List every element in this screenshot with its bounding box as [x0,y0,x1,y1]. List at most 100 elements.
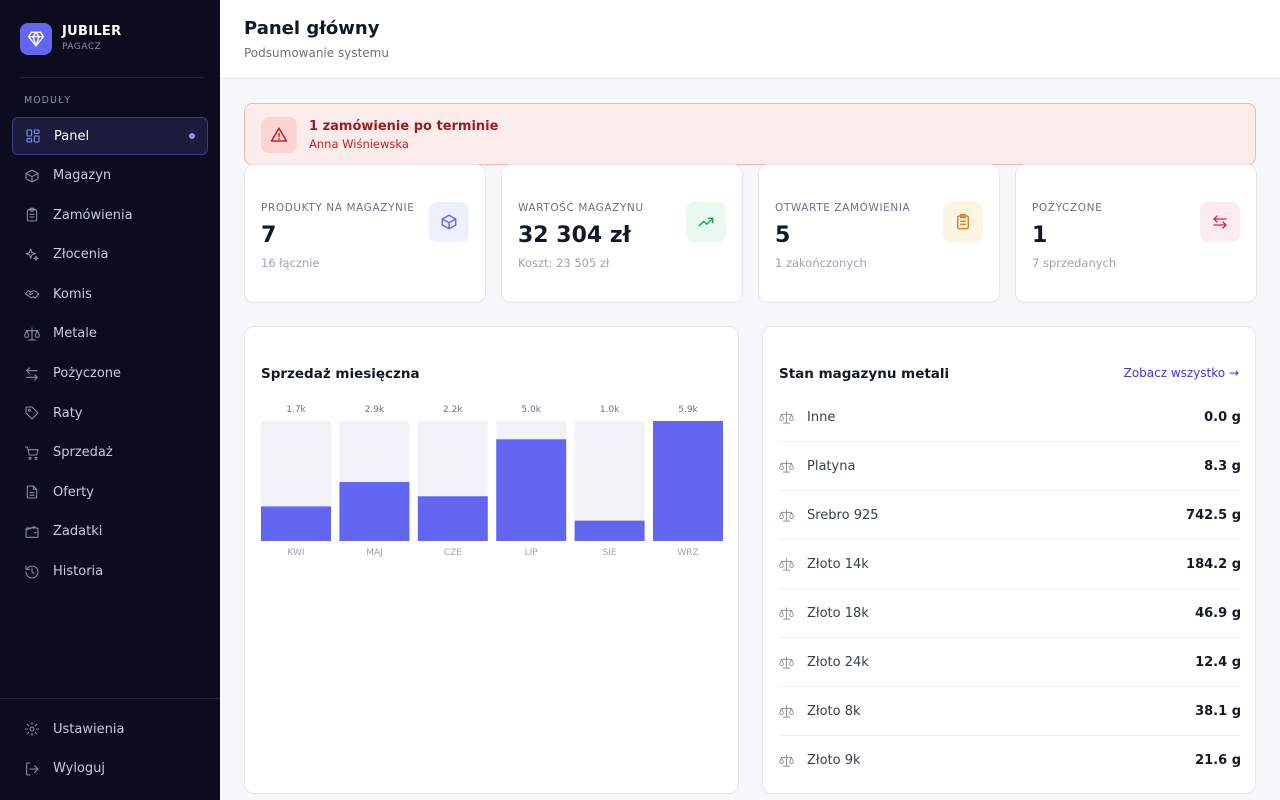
scale-icon [779,655,794,669]
logout-icon [26,762,39,776]
metal-row[interactable]: Platyna 8.3 g [779,442,1241,491]
metal-weight: 742.5 g [1186,507,1241,523]
sidebar-item-komis[interactable]: Komis [12,275,208,313]
sidebar-item-label: Pożyczone [53,366,122,382]
clipboard-list-icon [943,202,983,242]
metal-weight: 8.3 g [1204,458,1241,474]
metal-name: Złoto 24k [807,654,869,670]
stat-card-value[interactable]: WARTOŚĆ MAGAZYNU 32 304 zł Koszt: 23 505… [501,164,743,303]
metal-name: Złoto 9k [807,753,861,768]
sidebar-item-raty[interactable]: Raty [12,394,208,432]
scale-icon [779,508,794,522]
sales-chart: 1.7k KWI 2.9k MAJ 2.2k CZE 5.0k LIP 1.0k SIE 5.9k W… [261,405,723,558]
bar-maj[interactable] [339,482,410,541]
trending-up-icon [686,202,726,242]
stat-sub: 7 sprzedanych [1032,256,1117,270]
stat-value: 1 [1032,223,1048,248]
metal-name: Złoto 8k [807,703,861,719]
page-subtitle: Podsumowanie systemu [244,46,389,60]
metal-name: Srebro 925 [807,507,879,523]
sparkles-icon [25,248,39,261]
sidebar-item-panel[interactable]: Panel [12,117,208,155]
sidebar-item-zadatki[interactable]: Zadatki [12,513,208,551]
metal-weight: 0.0 g [1204,409,1241,425]
alert-title: 1 zamówienie po terminie [309,119,499,134]
metal-row[interactable]: Złoto 14k 184.2 g [779,540,1241,589]
stat-card-open-orders[interactable]: OTWARTE ZAMÓWIENIA 5 1 zakończonych [758,164,1000,303]
sidebar-item-oferty[interactable]: Oferty [12,473,208,511]
brand-name: JUBILER [62,24,122,39]
bar-lip[interactable] [496,439,567,541]
metal-weight: 12.4 g [1195,654,1241,670]
handshake-icon [24,290,40,299]
metal-row[interactable]: Złoto 8k 38.1 g [779,687,1241,736]
scale-icon [779,704,794,718]
history-icon [25,564,39,579]
metal-weight: 21.6 g [1195,753,1241,768]
bar-value-label: 2.9k [365,405,385,415]
bar-wrz[interactable] [653,421,723,541]
clipboard-icon [26,207,38,222]
metal-row[interactable]: Złoto 18k 46.9 g [779,589,1241,638]
sidebar-item-label: Metale [53,326,97,342]
metals-panel: Stan magazynu metali Zobacz wszystko → I… [762,326,1256,794]
brand[interactable]: JUBILER PAGACZ [20,23,121,55]
metal-weight: 46.9 g [1195,605,1241,621]
bar-value-label: 1.0k [600,405,620,415]
sidebar-item-sprzedaz[interactable]: Sprzedaż [12,434,208,472]
stat-sub: 1 zakończonych [775,256,867,270]
sidebar-item-pozyczone[interactable]: Pożyczone [12,355,208,393]
arrows-exchange-icon [26,367,38,381]
page-header: Panel główny Podsumowanie systemu [220,0,1280,79]
overdue-alert[interactable]: 1 zamówienie po terminie Anna Wiśniewska [244,103,1256,165]
bottom-nav: Ustawienia Wyloguj [12,710,208,789]
diamond-icon [20,23,52,55]
gear-icon [24,721,40,737]
warning-triangle-icon [261,117,297,153]
sidebar-item-label: Złocenia [53,247,109,263]
metal-name: Platyna [807,458,856,474]
stat-value: 32 304 zł [518,223,631,248]
wallet-icon [25,526,39,538]
metal-row[interactable]: Srebro 925 742.5 g [779,491,1241,540]
metal-name: Złoto 14k [807,556,869,572]
panel-title: Sprzedaż miesięczna [261,366,420,382]
metal-row[interactable]: Inne 0.0 g [779,393,1241,442]
scale-icon [779,557,794,571]
sidebar-item-label: Komis [53,286,92,302]
sidebar-item-magazyn[interactable]: Magazyn [12,157,208,195]
bar-kwi[interactable] [261,506,331,541]
metal-row[interactable]: Złoto 9k 21.6 g [779,736,1241,785]
scale-icon [779,459,794,473]
scale-icon [779,606,794,620]
sidebar-item-label: Ustawienia [53,721,125,737]
sidebar: JUBILER PAGACZ MODUŁY Panel Magazyn Zamó… [0,0,220,800]
sidebar-item-wyloguj[interactable]: Wyloguj [12,750,208,788]
stat-label: WARTOŚĆ MAGAZYNU [518,202,644,214]
stat-label: PRODUKTY NA MAGAZYNIE [261,202,415,214]
metal-name: Złoto 18k [807,605,869,621]
scale-icon [779,754,794,767]
stat-card-products[interactable]: PRODUKTY NA MAGAZYNIE 7 16 łącznie [244,164,486,303]
stat-label: OTWARTE ZAMÓWIENIA [775,202,911,214]
sidebar-item-ustawienia[interactable]: Ustawienia [12,710,208,748]
x-tick-label: SIE [603,548,617,558]
sidebar-item-zlocenia[interactable]: Złocenia [12,236,208,274]
see-all-link[interactable]: Zobacz wszystko → [1123,366,1239,380]
active-indicator [189,133,195,139]
stat-card-borrowed[interactable]: POŻYCZONE 1 7 sprzedanych [1015,164,1257,303]
bar-sie[interactable] [574,520,645,541]
stat-label: POŻYCZONE [1032,202,1103,214]
sidebar-item-label: Zamówienia [53,207,133,223]
metal-row[interactable]: Złoto 24k 12.4 g [779,638,1241,687]
sidebar-item-metale[interactable]: Metale [12,315,208,353]
stat-sub: Koszt: 23 505 zł [518,256,610,270]
bar-cze[interactable] [417,496,488,541]
cart-icon [24,446,39,460]
sidebar-item-zamowienia[interactable]: Zamówienia [12,196,208,234]
arrows-exchange-icon [1200,202,1240,242]
panel-title: Stan magazynu metali [779,366,950,382]
metal-weight: 38.1 g [1195,703,1241,719]
sidebar-item-label: Historia [53,564,104,580]
sidebar-item-historia[interactable]: Historia [12,553,208,591]
